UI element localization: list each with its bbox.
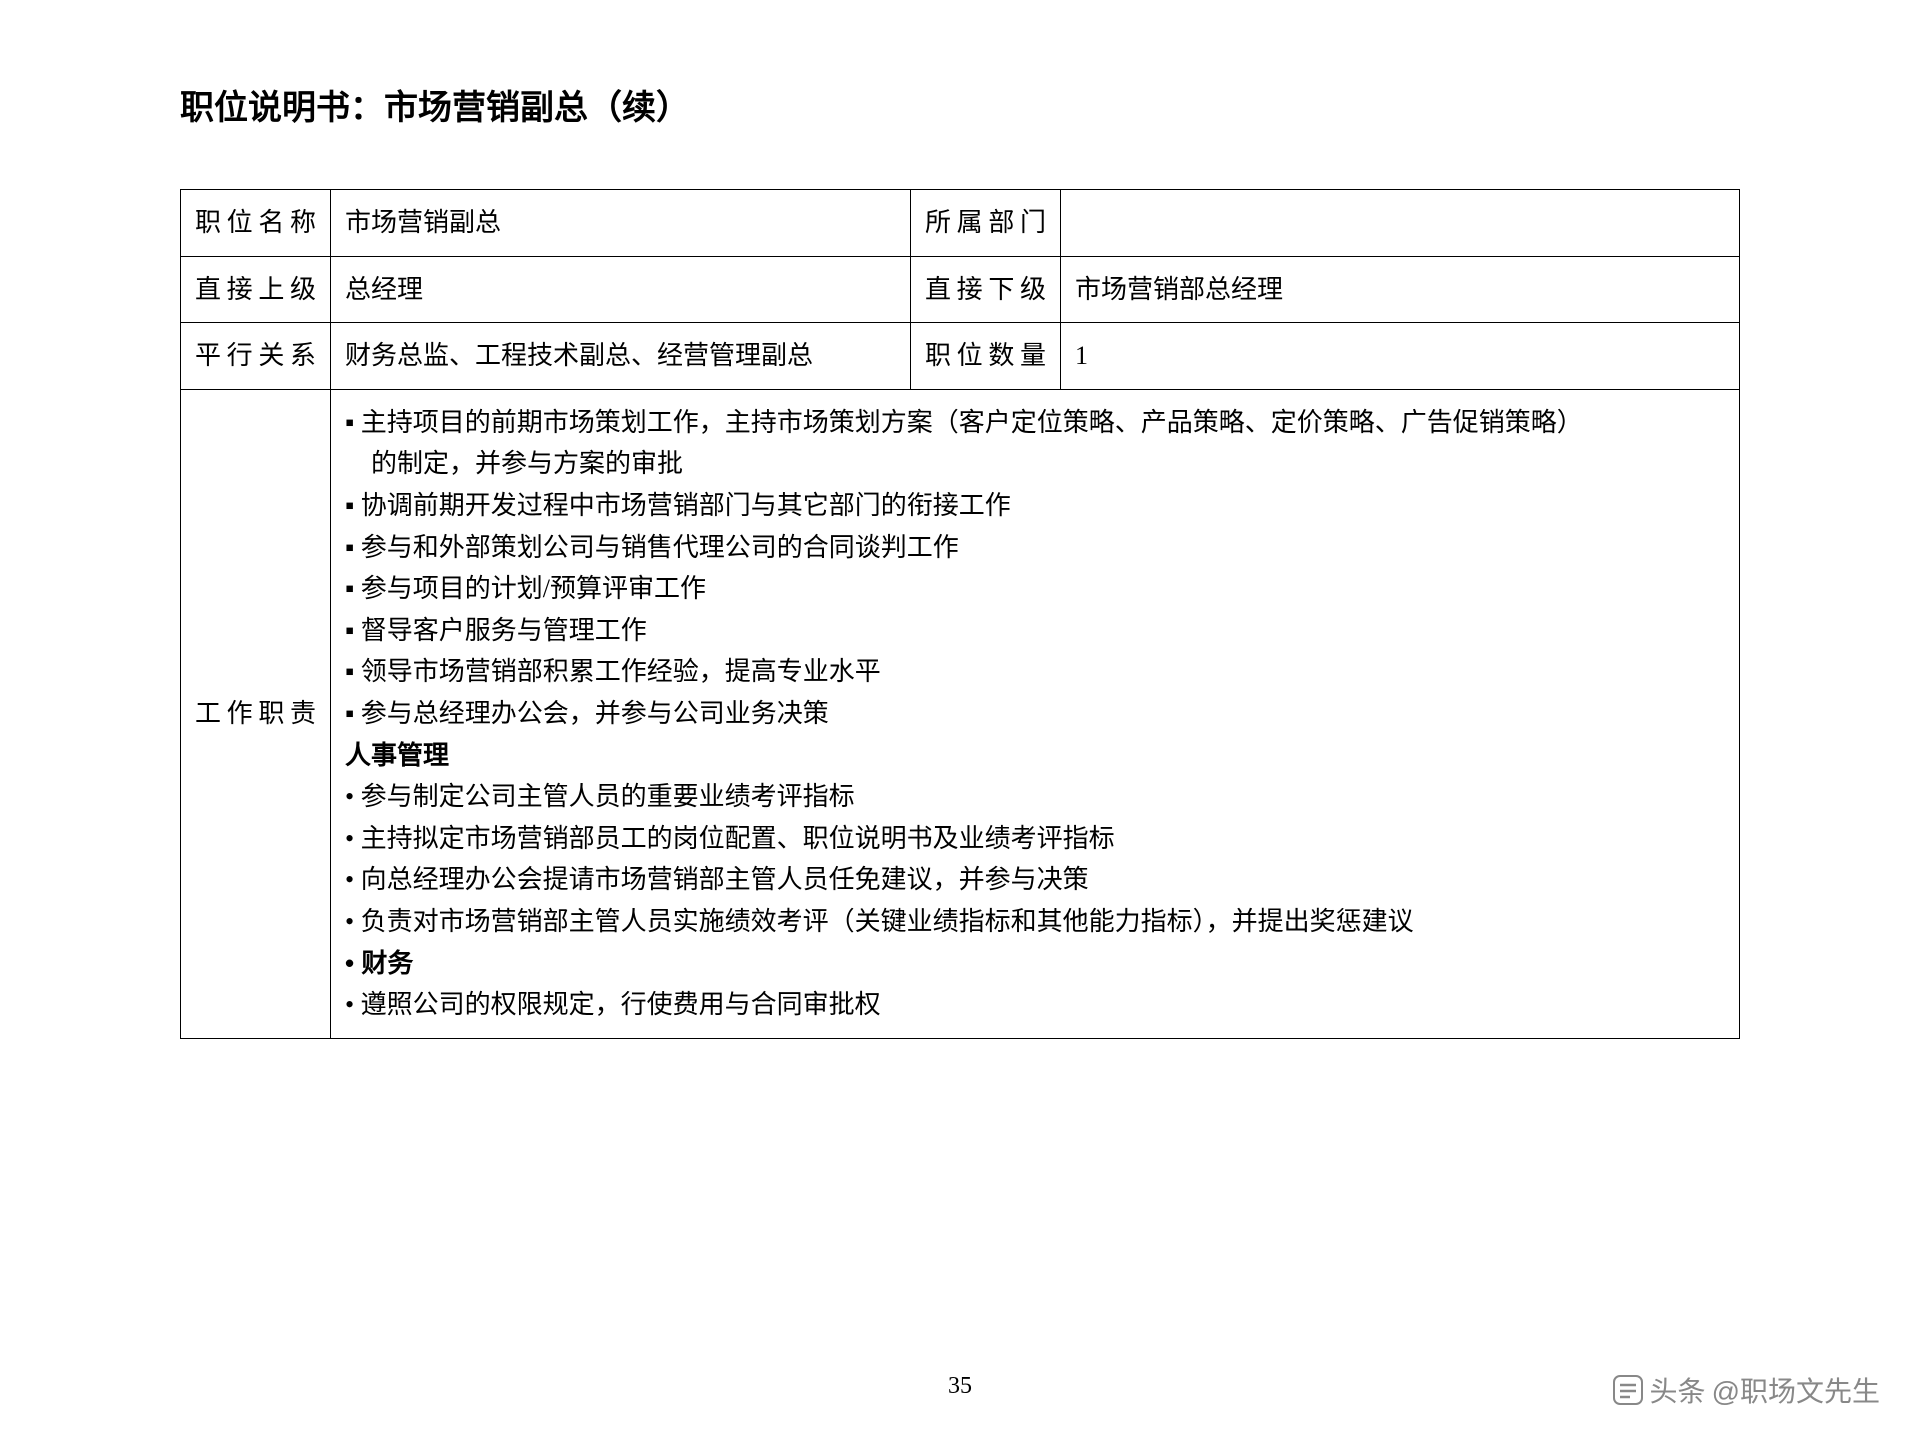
toutiao-icon: [1612, 1374, 1644, 1406]
value-headcount: 1: [1061, 323, 1740, 390]
resp-item-cont: 的制定，并参与方案的审批: [345, 443, 1725, 485]
label-position-name: 职位名称: [181, 190, 331, 257]
resp-item: 参与制定公司主管人员的重要业绩考评指标: [345, 776, 1725, 818]
resp-item: 协调前期开发过程中市场营销部门与其它部门的衔接工作: [345, 485, 1725, 527]
resp-item: 主持项目的前期市场策划工作，主持市场策划方案（客户定位策略、产品策略、定价策略、…: [345, 402, 1725, 444]
label-supervisor: 直接上级: [181, 256, 331, 323]
label-department: 所属部门: [911, 190, 1061, 257]
resp-item: 领导市场营销部积累工作经验，提高专业水平: [345, 651, 1725, 693]
responsibilities-body: 主持项目的前期市场策划工作，主持市场策划方案（客户定位策略、产品策略、定价策略、…: [331, 389, 1740, 1038]
resp-item: 向总经理办公会提请市场营销部主管人员任免建议，并参与决策: [345, 859, 1725, 901]
resp-item: 主持拟定市场营销部员工的岗位配置、职位说明书及业绩考评指标: [345, 818, 1725, 860]
resp-item: 负责对市场营销部主管人员实施绩效考评（关键业绩指标和其他能力指标），并提出奖惩建…: [345, 901, 1725, 943]
value-supervisor: 总经理: [331, 256, 911, 323]
value-position-name: 市场营销副总: [331, 190, 911, 257]
watermark: 头条 @职场文先生: [1612, 1370, 1880, 1410]
row-responsibilities: 工作职责 主持项目的前期市场策划工作，主持市场策划方案（客户定位策略、产品策略、…: [181, 389, 1740, 1038]
resp-item: 参与和外部策划公司与销售代理公司的合同谈判工作: [345, 527, 1725, 569]
page-title: 职位说明书：市场营销副总（续）: [180, 80, 1740, 129]
value-subordinate: 市场营销部总经理: [1061, 256, 1740, 323]
watermark-prefix: 头条: [1650, 1370, 1706, 1410]
resp-subheading-hr: 人事管理: [345, 735, 1725, 777]
resp-item: 督导客户服务与管理工作: [345, 610, 1725, 652]
resp-item: 遵照公司的权限规定，行使费用与合同审批权: [345, 984, 1725, 1026]
row-supervisor: 直接上级 总经理 直接下级 市场营销部总经理: [181, 256, 1740, 323]
label-subordinate: 直接下级: [911, 256, 1061, 323]
value-peer: 财务总监、工程技术副总、经营管理副总: [331, 323, 911, 390]
row-peer: 平行关系 财务总监、工程技术副总、经营管理副总 职位数量 1: [181, 323, 1740, 390]
resp-item: 参与项目的计划/预算评审工作: [345, 568, 1725, 610]
resp-item: 参与总经理办公会，并参与公司业务决策: [345, 693, 1725, 735]
label-headcount: 职位数量: [911, 323, 1061, 390]
row-position-name: 职位名称 市场营销副总 所属部门: [181, 190, 1740, 257]
resp-subheading-finance: 财务: [345, 943, 1725, 985]
value-department: [1061, 190, 1740, 257]
label-responsibilities: 工作职责: [181, 389, 331, 1038]
watermark-author: @职场文先生: [1712, 1370, 1880, 1410]
label-peer: 平行关系: [181, 323, 331, 390]
job-description-table: 职位名称 市场营销副总 所属部门 直接上级 总经理 直接下级 市场营销部总经理 …: [180, 189, 1740, 1039]
